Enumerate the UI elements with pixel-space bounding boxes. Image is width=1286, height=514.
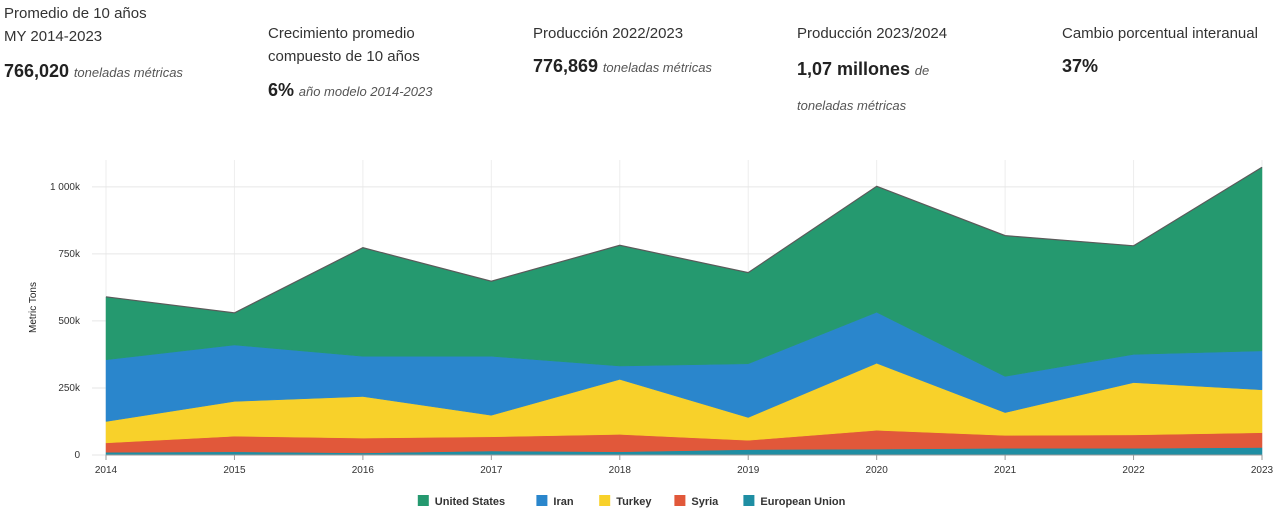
chart-areas: [105, 166, 1263, 456]
legend-label: European Union: [760, 496, 845, 508]
stat-value: 766,020: [4, 61, 70, 81]
legend-item-iran[interactable]: Iran: [536, 495, 574, 508]
stat-value: 776,869: [533, 56, 599, 76]
stat-label: Crecimiento promedio: [268, 25, 415, 42]
x-tick-label: 2016: [352, 465, 375, 476]
x-tick-label: 2020: [866, 465, 889, 476]
chart-legend: United States Iran Turkey Syria European Uni…: [417, 495, 846, 508]
stat-label: MY 2014-2023: [4, 28, 103, 45]
stat-label: Promedio de 10 años: [4, 5, 147, 22]
y-tick-label: 500k: [58, 316, 81, 327]
y-axis-title: Metric Tons: [28, 282, 39, 333]
x-tick-label: 2022: [1122, 465, 1145, 476]
x-tick-label: 2019: [737, 465, 760, 476]
legend-item-european-union[interactable]: European Union: [743, 495, 846, 508]
legend-swatch: [536, 495, 548, 506]
stat-compound-growth: Crecimiento promedio compuesto de 10 año…: [268, 22, 498, 106]
stat-production-2023-2024: Producción 2023/2024 1,07 millones de to…: [797, 22, 987, 123]
y-tick-label: 750k: [58, 249, 81, 260]
y-tick-label: 0: [74, 450, 80, 461]
stat-unit: toneladas métricas: [73, 65, 183, 80]
legend-swatch: [599, 495, 611, 506]
stat-label: Producción 2022/2023: [533, 25, 684, 42]
legend-swatch: [743, 495, 755, 506]
stat-label: Cambio porcentual interanual: [1062, 25, 1258, 42]
x-tick-label: 2014: [95, 465, 118, 476]
stat-label: compuesto de 10 años: [268, 48, 420, 65]
stacked-area-chart: 0 250k 500k 750k 1 000k 2014 2015 2016 2017 2018 2…: [28, 160, 1274, 508]
stat-value: 6%: [268, 80, 295, 100]
stat-value: 37%: [1062, 56, 1099, 76]
legend-label: United States: [435, 496, 505, 508]
stat-year-over-year-change: Cambio porcentual interanual 37%: [1062, 22, 1286, 81]
legend-label: Iran: [553, 496, 573, 508]
stat-value: 1,07 millones: [797, 59, 911, 79]
stat-ten-year-average: Promedio de 10 años MY 2014-2023 766,020…: [4, 2, 183, 87]
legend-label: Turkey: [616, 496, 652, 508]
total-outline: [105, 166, 1263, 314]
legend-item-syria[interactable]: Syria: [674, 495, 719, 508]
x-tick-label: 2018: [609, 465, 632, 476]
x-tick-label: 2021: [994, 465, 1017, 476]
stat-label: Producción 2023/2024: [797, 25, 948, 42]
stat-unit: toneladas métricas: [797, 98, 907, 113]
x-tick-label: 2015: [223, 465, 246, 476]
x-tick-label: 2023: [1251, 465, 1274, 476]
legend-swatch: [674, 495, 686, 506]
x-tick-label: 2017: [480, 465, 503, 476]
legend-label: Syria: [691, 496, 719, 508]
stat-unit: año modelo 2014-2023: [298, 84, 433, 99]
legend-item-turkey[interactable]: Turkey: [599, 495, 652, 508]
stat-unit: de: [914, 63, 930, 78]
stat-production-2022-2023: Producción 2022/2023 776,869 toneladas m…: [533, 22, 763, 82]
area-united-states[interactable]: [105, 166, 1263, 377]
legend-item-united-states[interactable]: United States: [417, 495, 505, 508]
y-tick-label: 1 000k: [50, 182, 81, 193]
chart-axes: 0 250k 500k 750k 1 000k 2014 2015 2016 2017 2018 2…: [50, 182, 1274, 476]
legend-swatch: [417, 495, 429, 506]
y-tick-label: 250k: [58, 383, 81, 394]
stat-unit: toneladas métricas: [602, 60, 712, 75]
